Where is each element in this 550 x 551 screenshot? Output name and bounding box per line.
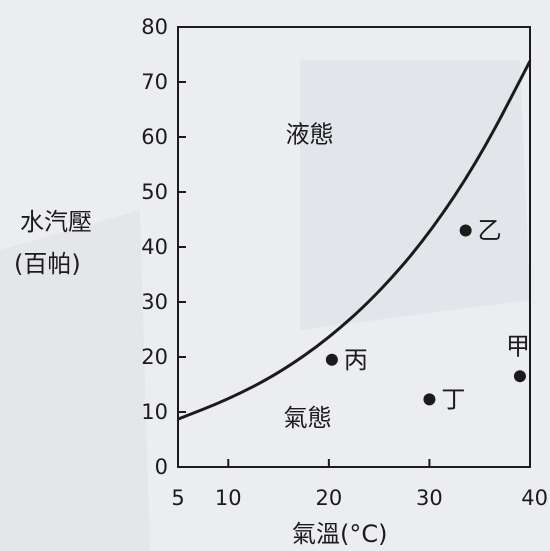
saturation-curve [177, 60, 532, 421]
y-tick-label: 20 [141, 345, 168, 369]
x-tick-label: 40 [521, 486, 548, 510]
region-label: 液態 [286, 121, 334, 149]
y-tick-label: 60 [141, 125, 168, 149]
data-point [325, 353, 338, 366]
data-point [459, 224, 472, 237]
data-point-label: 丁 [441, 385, 465, 413]
y-axis-label-line2: (百帕) [14, 250, 81, 278]
y-tick-label: 70 [141, 70, 168, 94]
x-tick-label: 10 [215, 486, 242, 510]
data-point-label: 甲 [506, 332, 530, 360]
x-tick-label: 20 [315, 486, 342, 510]
y-tick-label: 0 [155, 455, 168, 479]
y-tick-label: 30 [141, 290, 168, 314]
axis-ticks: 0 10 20 30 40 50 60 70 80 5 10 20 30 40 [141, 15, 548, 510]
data-point [423, 393, 436, 406]
data-point-label: 丙 [344, 346, 368, 374]
y-axis-label-line1: 水汽壓 [20, 208, 92, 236]
y-tick-label: 40 [141, 235, 168, 259]
y-tick-label: 10 [141, 400, 168, 424]
background-decoration [0, 60, 530, 551]
region-label: 氣態 [284, 404, 332, 432]
data-point [513, 370, 526, 383]
data-points: 甲 乙丙丁 [325, 217, 530, 413]
y-tick-label: 80 [141, 15, 168, 39]
x-tick-label: 30 [416, 486, 443, 510]
x-tick-label: 5 [171, 486, 184, 510]
x-axis-label: 氣溫(°C) [292, 520, 387, 548]
data-point-label: 乙 [478, 217, 502, 245]
y-tick-label: 50 [141, 180, 168, 204]
